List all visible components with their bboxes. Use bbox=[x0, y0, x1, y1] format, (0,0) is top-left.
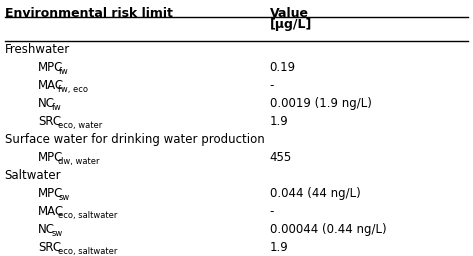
Text: [μg/L]: [μg/L] bbox=[270, 18, 312, 31]
Text: eco, water: eco, water bbox=[59, 121, 103, 130]
Text: 1.9: 1.9 bbox=[270, 115, 289, 128]
Text: fw: fw bbox=[52, 103, 61, 112]
Text: MPC: MPC bbox=[38, 61, 63, 74]
Text: eco, saltwater: eco, saltwater bbox=[59, 247, 118, 256]
Text: 0.044 (44 ng/L): 0.044 (44 ng/L) bbox=[270, 187, 360, 200]
Text: SRC: SRC bbox=[38, 241, 61, 254]
Text: Freshwater: Freshwater bbox=[5, 43, 70, 56]
Text: fw, eco: fw, eco bbox=[59, 85, 88, 94]
Text: Value: Value bbox=[270, 7, 308, 20]
Text: NC: NC bbox=[38, 223, 55, 236]
Text: MPC: MPC bbox=[38, 187, 63, 200]
Text: 455: 455 bbox=[270, 151, 292, 164]
Text: 0.0019 (1.9 ng/L): 0.0019 (1.9 ng/L) bbox=[270, 97, 371, 110]
Text: sw: sw bbox=[59, 193, 70, 202]
Text: NC: NC bbox=[38, 97, 55, 110]
Text: dw, water: dw, water bbox=[59, 157, 100, 166]
Text: sw: sw bbox=[52, 229, 63, 238]
Text: fw: fw bbox=[59, 67, 68, 76]
Text: SRC: SRC bbox=[38, 115, 61, 128]
Text: 0.19: 0.19 bbox=[270, 61, 296, 74]
Text: Surface water for drinking water production: Surface water for drinking water product… bbox=[5, 133, 264, 146]
Text: 1.9: 1.9 bbox=[270, 241, 289, 254]
Text: MAC: MAC bbox=[38, 205, 64, 218]
Text: -: - bbox=[270, 79, 274, 92]
Text: Saltwater: Saltwater bbox=[5, 169, 61, 182]
Text: -: - bbox=[270, 205, 274, 218]
Text: 0.00044 (0.44 ng/L): 0.00044 (0.44 ng/L) bbox=[270, 223, 386, 236]
Text: MAC: MAC bbox=[38, 79, 64, 92]
Text: eco, saltwater: eco, saltwater bbox=[59, 211, 118, 220]
Text: Environmental risk limit: Environmental risk limit bbox=[5, 7, 173, 20]
Text: MPC: MPC bbox=[38, 151, 63, 164]
